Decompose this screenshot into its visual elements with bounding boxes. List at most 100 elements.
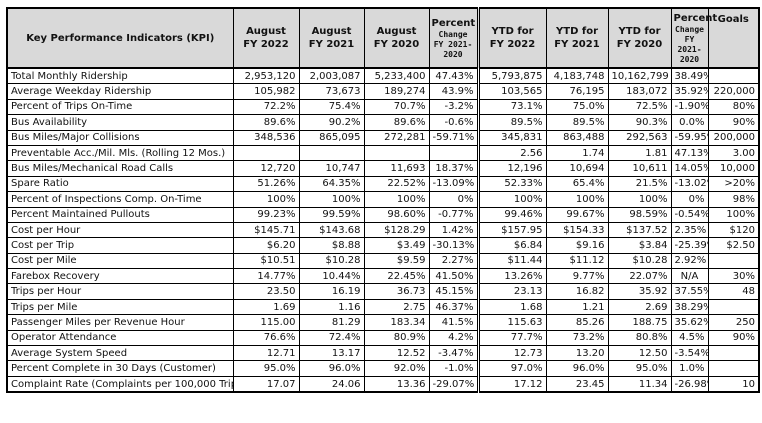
cell-ytd-fy2022: 23.13 xyxy=(476,283,547,300)
cell-aug-fy2022: 99.23% xyxy=(232,206,300,223)
cell-aug-fy2021: 100% xyxy=(298,191,365,208)
cell-ytd-fy2022: 345,831 xyxy=(476,129,547,146)
cell-aug-fy2021: $10.28 xyxy=(298,252,365,270)
cell-ytd-percent-change: 0.0% xyxy=(670,114,709,131)
header-ytd-fy2022: YTD for FY 2022 xyxy=(476,7,547,69)
cell-kpi-name: Average System Speed xyxy=(6,345,234,362)
cell-ytd-fy2020: 22.07% xyxy=(607,268,672,285)
header-ytd-fy2020: YTD for FY 2020 xyxy=(607,7,672,69)
cell-ytd-fy2022: 2.56 xyxy=(476,144,547,162)
cell-aug-fy2021: 73,673 xyxy=(298,83,365,100)
cell-ytd-percent-change: 14.05% xyxy=(670,160,709,177)
table-row: Farebox Recovery 14.77% 10.44% 22.45% 41.50%… xyxy=(6,268,760,285)
cell-ytd-fy2021: 10,694 xyxy=(545,160,609,177)
cell-goal: 90% xyxy=(707,329,760,347)
cell-ytd-fy2022: $6.84 xyxy=(476,237,547,254)
cell-kpi-name: Percent Complete in 30 Days (Customer) xyxy=(6,360,234,377)
cell-aug-fy2022: 1.69 xyxy=(232,298,300,316)
cell-aug-fy2021: $143.68 xyxy=(298,221,365,239)
cell-ytd-fy2021: 85.26 xyxy=(545,314,609,331)
cell-percent-change: 47.43% xyxy=(428,67,479,85)
cell-kpi-name: Total Monthly Ridership xyxy=(6,67,234,85)
cell-ytd-percent-change: 35.62% xyxy=(670,314,709,331)
cell-ytd-fy2020: 292,563 xyxy=(607,129,672,146)
cell-aug-fy2022: $10.51 xyxy=(232,252,300,270)
cell-aug-fy2022: $145.71 xyxy=(232,221,300,239)
table-row: Average Weekday Ridership 105,982 73,673 18… xyxy=(6,83,760,100)
cell-percent-change xyxy=(428,144,479,162)
table-row: Operator Attendance 76.6% 72.4% 80.9% 4.2% 77… xyxy=(6,329,760,347)
table-row: Trips per Mile 1.69 1.16 2.75 46.37% 1.68 1.21… xyxy=(6,298,760,316)
cell-ytd-fy2020: $3.84 xyxy=(607,237,672,254)
cell-aug-fy2020: $9.59 xyxy=(363,252,430,270)
cell-aug-fy2020: 13.36 xyxy=(363,375,430,393)
cell-ytd-fy2022: 12.73 xyxy=(476,345,547,362)
cell-aug-fy2022: 95.0% xyxy=(232,360,300,377)
cell-kpi-name: Trips per Hour xyxy=(6,283,234,300)
cell-goal: 10 xyxy=(707,375,760,393)
cell-ytd-fy2021: 9.77% xyxy=(545,268,609,285)
cell-percent-change: -59.71% xyxy=(428,129,479,146)
cell-goal: 100% xyxy=(707,206,760,223)
cell-kpi-name: Bus Availability xyxy=(6,114,234,131)
cell-percent-change: -1.0% xyxy=(428,360,479,377)
cell-ytd-fy2022: 73.1% xyxy=(476,98,547,116)
cell-percent-change: 43.9% xyxy=(428,83,479,100)
cell-aug-fy2020: 36.73 xyxy=(363,283,430,300)
header-aug-fy2022: August FY 2022 xyxy=(232,7,300,69)
cell-aug-fy2020: 70.7% xyxy=(363,98,430,116)
cell-ytd-fy2020: $137.52 xyxy=(607,221,672,239)
cell-aug-fy2022: 115.00 xyxy=(232,314,300,331)
cell-aug-fy2021: 90.2% xyxy=(298,114,365,131)
cell-aug-fy2020: 22.52% xyxy=(363,175,430,193)
cell-ytd-percent-change: -13.02% xyxy=(670,175,709,193)
header-ytd-fy2021: YTD for FY 2021 xyxy=(545,7,609,69)
cell-ytd-fy2020: 183,072 xyxy=(607,83,672,100)
cell-ytd-percent-change: 2.92% xyxy=(670,252,709,270)
cell-kpi-name: Percent Maintained Pullouts xyxy=(6,206,234,223)
cell-ytd-fy2021: 73.2% xyxy=(545,329,609,347)
cell-ytd-fy2020: 100% xyxy=(607,191,672,208)
header-kpi: Key Performance Indicators (KPI) xyxy=(6,7,234,69)
cell-percent-change: -29.07% xyxy=(428,375,479,393)
cell-aug-fy2022: 12.71 xyxy=(232,345,300,362)
cell-percent-change: -30.13% xyxy=(428,237,479,254)
cell-ytd-percent-change: 38.49% xyxy=(670,67,709,85)
cell-ytd-fy2022: 115.63 xyxy=(476,314,547,331)
cell-ytd-fy2021: $11.12 xyxy=(545,252,609,270)
cell-ytd-fy2020: 10,162,799 xyxy=(607,67,672,85)
header-aug-fy2020: August FY 2020 xyxy=(363,7,430,69)
cell-ytd-fy2022: $11.44 xyxy=(476,252,547,270)
header-percent-change: Percent Change FY 2021- 2020 xyxy=(428,7,479,69)
cell-aug-fy2021: $8.88 xyxy=(298,237,365,254)
cell-aug-fy2020: 80.9% xyxy=(363,329,430,347)
cell-aug-fy2020 xyxy=(363,144,430,162)
header-ytd-percent-change: Percent Change FY 2021- 2020 xyxy=(670,7,717,69)
cell-aug-fy2021: 1.16 xyxy=(298,298,365,316)
cell-goal xyxy=(707,360,760,377)
cell-goal: 10,000 xyxy=(707,160,760,177)
cell-kpi-name: Preventable Acc./Mil. Mls. (Rolling 12 M… xyxy=(6,144,234,162)
cell-aug-fy2020: 22.45% xyxy=(363,268,430,285)
cell-aug-fy2021: 10,747 xyxy=(298,160,365,177)
cell-ytd-fy2020: 72.5% xyxy=(607,98,672,116)
cell-ytd-fy2020: 90.3% xyxy=(607,114,672,131)
cell-aug-fy2020: 189,274 xyxy=(363,83,430,100)
cell-aug-fy2021 xyxy=(298,144,365,162)
cell-aug-fy2021: 16.19 xyxy=(298,283,365,300)
cell-aug-fy2020: $128.29 xyxy=(363,221,430,239)
cell-ytd-percent-change: 35.92% xyxy=(670,83,709,100)
cell-ytd-fy2020: 1.81 xyxy=(607,144,672,162)
cell-aug-fy2021: 24.06 xyxy=(298,375,365,393)
table-row: Bus Miles/Major Collisions 348,536 865,095… xyxy=(6,129,760,146)
cell-aug-fy2022: 17.07 xyxy=(232,375,300,393)
cell-aug-fy2022: 105,982 xyxy=(232,83,300,100)
kpi-table: Key Performance Indicators (KPI) August F… xyxy=(6,7,760,394)
cell-goal: 48 xyxy=(707,283,760,300)
cell-aug-fy2021: 13.17 xyxy=(298,345,365,362)
cell-ytd-fy2021: $154.33 xyxy=(545,221,609,239)
cell-aug-fy2021: 865,095 xyxy=(298,129,365,146)
table-row: Preventable Acc./Mil. Mls. (Rolling 12 M… xyxy=(6,144,760,162)
table-row: Percent of Trips On-Time 72.2% 75.4% 70.7% -… xyxy=(6,98,760,116)
cell-ytd-fy2022: 103,565 xyxy=(476,83,547,100)
